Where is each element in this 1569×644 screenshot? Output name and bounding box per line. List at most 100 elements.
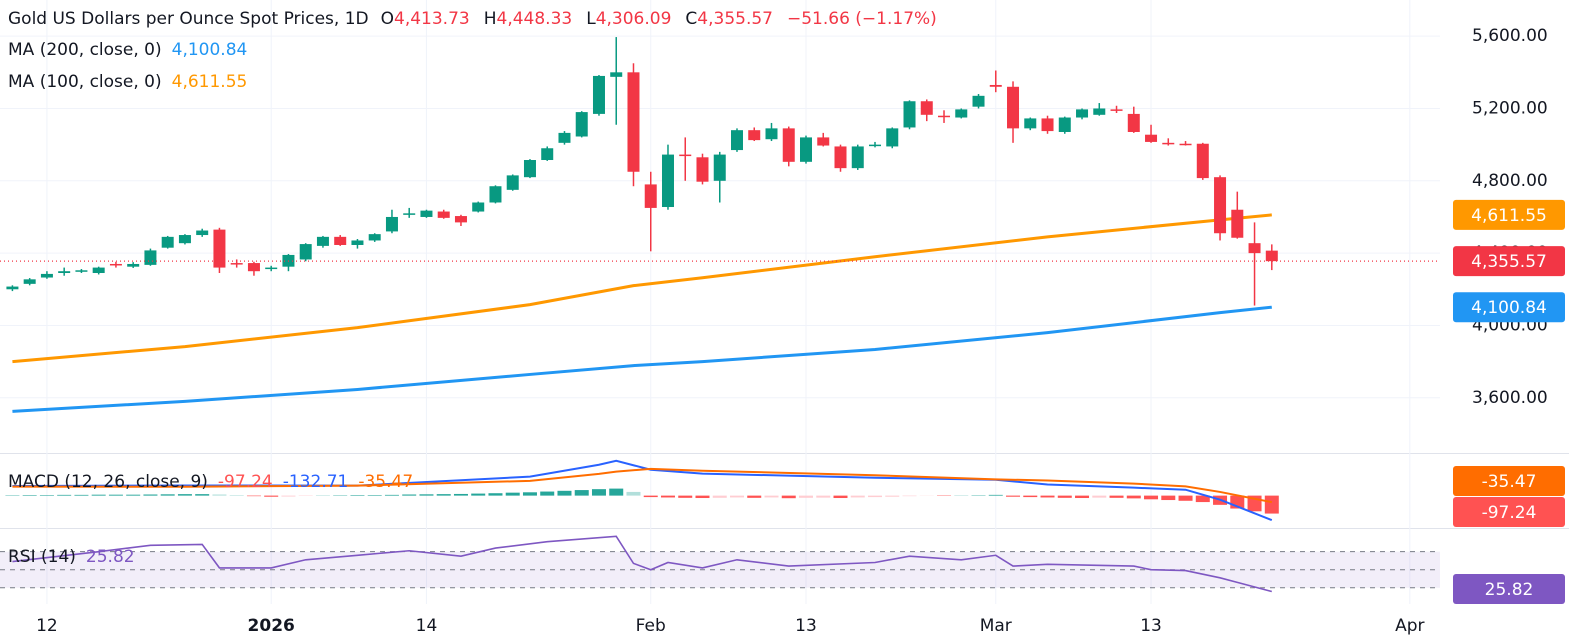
header: Gold US Dollars per Ounce Spot Prices, 1… bbox=[8, 9, 937, 29]
ma-legend: MA (100, close, 0) 4,611.55 bbox=[8, 72, 247, 92]
rsi-label: 25.82 bbox=[1485, 580, 1534, 600]
histogram-bar bbox=[868, 495, 883, 498]
candle-body bbox=[782, 128, 795, 162]
last-price-label: 4,355.57 bbox=[1471, 252, 1547, 272]
histogram-bar bbox=[57, 494, 72, 496]
histogram-bar bbox=[798, 495, 813, 498]
x-tick-label: 12 bbox=[36, 616, 58, 636]
histogram-bar bbox=[1092, 495, 1107, 498]
ohlc-key: H bbox=[484, 9, 497, 29]
candle-body bbox=[92, 267, 105, 274]
histogram-label: -97.24 bbox=[1482, 503, 1537, 523]
histogram-bar bbox=[695, 495, 710, 499]
macd-legend-name: MACD (12, 26, close, 9) bbox=[8, 472, 208, 492]
ma-price-label-box bbox=[1453, 199, 1565, 230]
candle-body bbox=[765, 128, 778, 140]
histogram-bar bbox=[471, 493, 486, 496]
candle-body bbox=[1127, 113, 1140, 132]
candle-body bbox=[127, 263, 140, 267]
signal-label-box bbox=[1453, 466, 1565, 496]
candle-body bbox=[661, 154, 674, 208]
candle-body bbox=[523, 160, 536, 178]
candle-body bbox=[713, 154, 726, 181]
histogram-bar bbox=[609, 488, 624, 496]
ma-legend-value: 4,100.84 bbox=[172, 40, 248, 60]
histogram-bar bbox=[419, 494, 434, 496]
macd-line bbox=[12, 467, 1272, 504]
ohlc-value: 4,413.73 bbox=[394, 9, 470, 29]
candle-body bbox=[144, 250, 157, 265]
histogram-bar bbox=[660, 495, 675, 498]
candle-body bbox=[955, 109, 968, 118]
ma-price-label: 4,611.55 bbox=[1471, 206, 1547, 226]
candle-body bbox=[886, 128, 899, 147]
ma-price-label: 4,100.84 bbox=[1471, 298, 1547, 318]
candle-body bbox=[58, 271, 71, 274]
candle-body bbox=[1248, 243, 1261, 254]
candle-body bbox=[454, 216, 467, 223]
histogram-bar bbox=[988, 494, 1003, 496]
candle-body bbox=[696, 157, 709, 182]
candle-body bbox=[1041, 118, 1054, 132]
histogram-bar bbox=[643, 495, 658, 498]
ma-legend: MA (200, close, 0) 4,100.84 bbox=[8, 40, 247, 60]
histogram-bar bbox=[1178, 495, 1193, 501]
macd-legend-value: -35.47 bbox=[358, 472, 413, 492]
histogram-bar bbox=[764, 495, 779, 498]
histogram-bar bbox=[22, 495, 37, 496]
moving-average-line bbox=[12, 305, 1272, 413]
candle-body bbox=[938, 115, 951, 118]
candle-body bbox=[506, 175, 519, 190]
candle-body bbox=[368, 234, 381, 241]
candle-body bbox=[972, 95, 985, 107]
candle-body bbox=[23, 279, 36, 284]
histogram-bar bbox=[712, 495, 727, 498]
histogram-bar bbox=[557, 490, 572, 496]
histogram-bar bbox=[350, 495, 365, 496]
candle-body bbox=[75, 270, 88, 272]
ma-price-label-box bbox=[1453, 292, 1565, 323]
chart-title: Gold US Dollars per Ounce Spot Prices, 1… bbox=[8, 9, 369, 29]
ohlc-value: 4,355.57 bbox=[697, 9, 773, 29]
histogram-bar bbox=[885, 495, 900, 497]
histogram-bar bbox=[281, 495, 296, 497]
x-tick-label: 13 bbox=[795, 616, 817, 636]
histogram-bar bbox=[488, 493, 503, 496]
candle-body bbox=[644, 184, 657, 208]
last-price-label-box bbox=[1453, 246, 1565, 277]
histogram-bar bbox=[367, 495, 382, 496]
candle-body bbox=[1231, 209, 1244, 238]
histogram-bar bbox=[177, 494, 192, 496]
candle-body bbox=[730, 130, 743, 151]
candle-body bbox=[920, 101, 933, 115]
histogram-bar bbox=[143, 494, 158, 496]
candle-body bbox=[351, 240, 364, 245]
candle-body bbox=[178, 235, 191, 244]
ohlc-key: O bbox=[381, 9, 394, 29]
candle-body bbox=[265, 267, 278, 270]
histogram-bar bbox=[229, 495, 244, 496]
rsi-legend: RSI (14) 25.82 bbox=[8, 547, 135, 567]
candle-body bbox=[385, 216, 398, 232]
histogram-bar bbox=[816, 495, 831, 498]
histogram-bar bbox=[453, 493, 468, 496]
candle-body bbox=[592, 75, 605, 114]
candle-body bbox=[299, 244, 312, 260]
histogram-bar bbox=[1161, 495, 1176, 501]
y-tick-label: 3,600.00 bbox=[1472, 388, 1548, 408]
ma-legend-name: MA (200, close, 0) bbox=[8, 40, 162, 60]
candle-body bbox=[334, 236, 347, 245]
histogram-label-box bbox=[1453, 497, 1565, 527]
signal-label: -35.47 bbox=[1482, 472, 1537, 492]
histogram-bar bbox=[195, 494, 210, 496]
candle-body bbox=[1058, 117, 1071, 132]
ma-legend-value: 4,611.55 bbox=[172, 72, 248, 92]
candle-body bbox=[799, 137, 812, 162]
candle-body bbox=[989, 84, 1002, 87]
ohlc-value: 4,448.33 bbox=[497, 9, 573, 29]
histogram-bar bbox=[1144, 495, 1159, 500]
candle-body bbox=[834, 146, 847, 169]
histogram-bar bbox=[574, 490, 589, 496]
histogram-bar bbox=[74, 494, 89, 496]
